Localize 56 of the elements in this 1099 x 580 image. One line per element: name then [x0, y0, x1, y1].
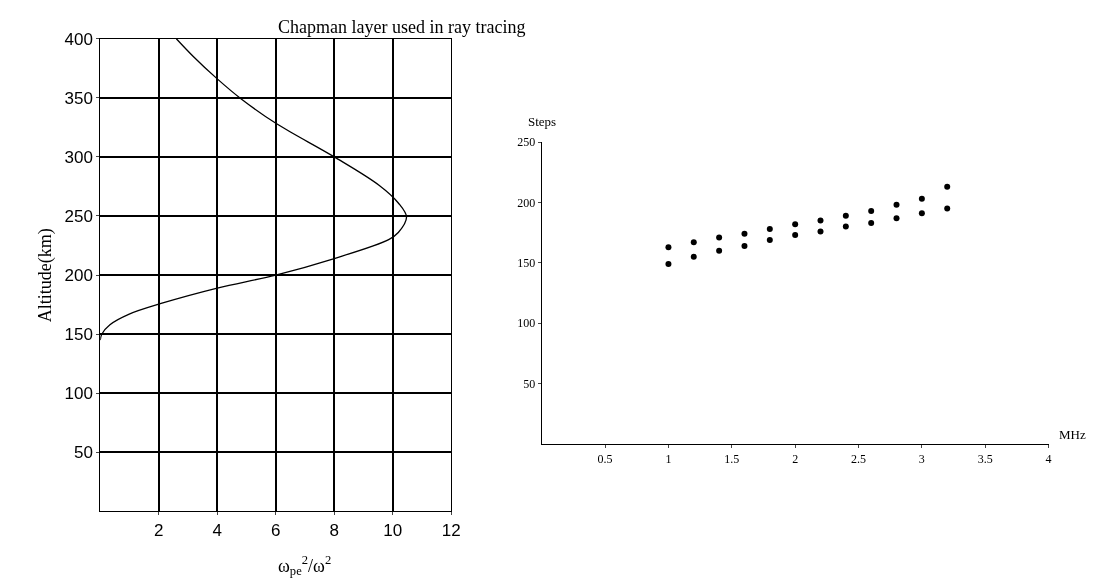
- y-axis-title: Altitude(km): [35, 228, 57, 323]
- x-tick-label: 4: [212, 520, 222, 540]
- y-tick-label: 250: [517, 135, 536, 150]
- y-tick-label: 50: [73, 443, 93, 463]
- y-tick-label: 200: [517, 195, 536, 210]
- point: [665, 261, 672, 268]
- point: [741, 230, 748, 237]
- point: [842, 212, 849, 219]
- x-tick-label: 2.5: [851, 451, 867, 466]
- y-tick-label: 150: [64, 325, 93, 345]
- y-tick-label: 250: [64, 206, 93, 226]
- x-tick-label: 6: [271, 520, 281, 540]
- y-tick-label: 50: [523, 376, 536, 391]
- point: [893, 201, 900, 208]
- point: [918, 195, 925, 202]
- point: [690, 239, 697, 246]
- point: [817, 217, 824, 224]
- x-tick-label: 10: [383, 520, 403, 540]
- point: [893, 215, 900, 222]
- x-tick-label: 1.5: [724, 451, 740, 466]
- point: [842, 223, 849, 230]
- y-tick-label: 100: [64, 384, 93, 404]
- x-tick-label: 8: [329, 520, 339, 540]
- x-axis-title: MHz: [1059, 427, 1086, 442]
- point: [766, 226, 773, 233]
- point: [918, 210, 925, 217]
- point: [690, 253, 697, 260]
- point: [766, 236, 773, 243]
- y-tick-label: 400: [64, 29, 93, 49]
- y-tick-label: 350: [64, 88, 93, 108]
- point: [944, 205, 951, 212]
- x-tick-label: 12: [441, 520, 461, 540]
- y-tick-label: 100: [517, 316, 536, 331]
- x-tick-label: 3: [918, 451, 925, 466]
- point: [868, 219, 875, 226]
- point: [817, 228, 824, 235]
- x-tick-label: 1: [665, 451, 672, 466]
- point: [792, 232, 799, 239]
- point: [665, 244, 672, 251]
- x-tick-label: 4: [1045, 451, 1052, 466]
- x-tick-label: 0.5: [597, 451, 613, 466]
- point: [944, 183, 951, 190]
- chart-title: Chapman layer used in ray tracing: [278, 17, 526, 37]
- y-axis-title: Steps: [528, 114, 557, 129]
- y-tick-label: 300: [64, 147, 93, 167]
- x-tick-label: 2: [154, 520, 164, 540]
- point: [716, 234, 723, 241]
- y-tick-label: 200: [64, 266, 93, 286]
- point: [792, 221, 799, 228]
- x-tick-label: 2: [792, 451, 799, 466]
- point: [716, 247, 723, 254]
- point: [741, 242, 748, 249]
- x-axis-title: ω$_{pe}$$^{2}$/ω$^{2}$: [278, 553, 332, 579]
- point: [868, 207, 875, 214]
- y-tick-label: 150: [517, 256, 536, 271]
- x-tick-label: 3.5: [977, 451, 993, 466]
